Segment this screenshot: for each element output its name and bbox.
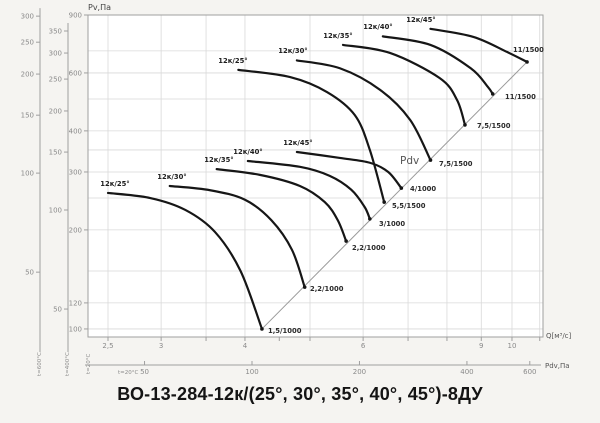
x-axis-tick-label: 6	[361, 342, 366, 350]
aux-axis-tick-label: 100	[21, 170, 34, 178]
fan-curve	[168, 184, 306, 289]
curve-motor-label: 5,5/1500	[392, 202, 426, 210]
pdv-reference-line	[261, 61, 528, 330]
curve-motor-label: 2,2/1000	[310, 285, 344, 293]
aux-axis-tick-label: 350	[49, 28, 62, 36]
curve-angle-label: 12к/30°	[278, 47, 307, 55]
fan-curve	[246, 159, 371, 221]
fan-curve	[237, 68, 386, 204]
curve-endpoint-dot	[368, 217, 372, 221]
curve-endpoint-dot	[428, 158, 433, 162]
curve-motor-label: 7,5/1500	[477, 122, 511, 130]
pdv-axis-tick-label: 400	[460, 368, 473, 376]
pdv-axis-title: Pdv,Па	[545, 362, 570, 370]
x-axis-tick-label: 10	[508, 342, 517, 350]
x-axis-tick-label: 3	[159, 342, 163, 350]
curve-angle-label: 12к/30°	[157, 173, 186, 181]
curve-motor-label: 1,5/1000	[268, 327, 302, 335]
pdv-axis-tick-label: 200	[353, 368, 366, 376]
y-axis-tick-label: 900	[69, 12, 82, 20]
curve-motor-label: 4/1000	[410, 185, 436, 193]
curve-endpoint-dot	[463, 123, 467, 127]
aux-axis-tick-label: 200	[21, 71, 34, 79]
aux-axis-tick-label: 100	[49, 207, 62, 215]
aux-axis-temperature-note: t=600°C	[37, 352, 43, 376]
pdv-line-label: Pdv	[400, 155, 419, 167]
curve-endpoint-dot	[344, 239, 348, 243]
curve-motor-label: 11/1500	[513, 46, 544, 54]
y-axis-tick-label: 200	[69, 226, 82, 234]
curve-endpoint-dot	[490, 92, 495, 96]
y-axis-temperature-note: t=20°C	[86, 353, 92, 374]
fan-curve	[106, 191, 264, 331]
y-axis-title: Pv,Па	[88, 3, 111, 12]
curve-angle-label: 12к/40°	[363, 23, 392, 31]
aux-axis-tick-label: 150	[21, 112, 34, 120]
x-axis-tick-label: 9	[479, 342, 483, 350]
aux-axis-tick-label: 200	[49, 107, 62, 115]
y-axis-tick-label: 600	[69, 69, 82, 77]
curve-motor-label: 3/1000	[379, 220, 405, 228]
y-axis-tick-label: 400	[69, 127, 82, 135]
aux-axis-tick-label: 50	[53, 306, 62, 314]
curve-angle-label: 12к/35°	[204, 156, 233, 164]
curve-angle-label: 12к/40°	[233, 148, 262, 156]
curve-motor-label: 2,2/1000	[352, 244, 386, 252]
chart-title: ВО-13-284-12к/(25°, 30°, 35°, 40°, 45°)-…	[117, 384, 483, 404]
plot-background	[88, 15, 543, 337]
x-axis-tick-label: 2,5	[102, 342, 113, 350]
fan-curve	[341, 43, 467, 127]
curve-endpoint-dot	[525, 60, 529, 64]
plot-border	[87, 14, 544, 338]
y-axis-tick-label: 100	[69, 325, 82, 333]
pdv-axis-tick-label: 100	[245, 368, 258, 376]
y-axis-tick-label: 300	[69, 168, 82, 176]
fan-curve	[215, 168, 348, 243]
pdv-axis-tick-label: 50	[140, 368, 149, 376]
aux-axis-tick-label: 50	[25, 269, 34, 277]
fan-curve	[381, 35, 494, 96]
pdv-axis-temperature-note: t=20°C	[118, 370, 139, 376]
curve-angle-label: 12к/45°	[406, 16, 435, 24]
pdv-axis-tick-label: 600	[523, 368, 536, 376]
curve-angle-label: 12к/45°	[283, 139, 312, 147]
y-axis-tick-label: 120	[69, 299, 82, 307]
aux-axis-tick-label: 300	[49, 50, 62, 58]
curve-angle-label: 12к/25°	[100, 180, 129, 188]
curve-endpoint-dot	[260, 327, 264, 331]
aux-axis-tick-label: 300	[21, 13, 34, 21]
curve-motor-label: 7,5/1500	[439, 160, 473, 168]
fan-curve	[295, 150, 403, 190]
curve-endpoint-dot	[399, 186, 404, 190]
fan-curve	[295, 59, 432, 162]
curve-angle-label: 12к/35°	[323, 32, 352, 40]
curve-angle-label: 12к/25°	[218, 57, 247, 65]
curve-endpoint-dot	[382, 200, 386, 204]
aux-axis-tick-label: 250	[21, 39, 34, 47]
curve-endpoint-dot	[302, 285, 307, 289]
aux-axis-temperature-note: t=400°C	[65, 352, 71, 376]
aux-axis-tick-label: 150	[49, 149, 62, 157]
aux-axis-tick-label: 250	[49, 76, 62, 84]
x-axis-tick-label: 4	[243, 342, 248, 350]
fan-curve	[429, 27, 529, 64]
x-axis-title: Q[м³/с]	[546, 332, 572, 340]
curve-motor-label: 11/1500	[505, 93, 536, 101]
